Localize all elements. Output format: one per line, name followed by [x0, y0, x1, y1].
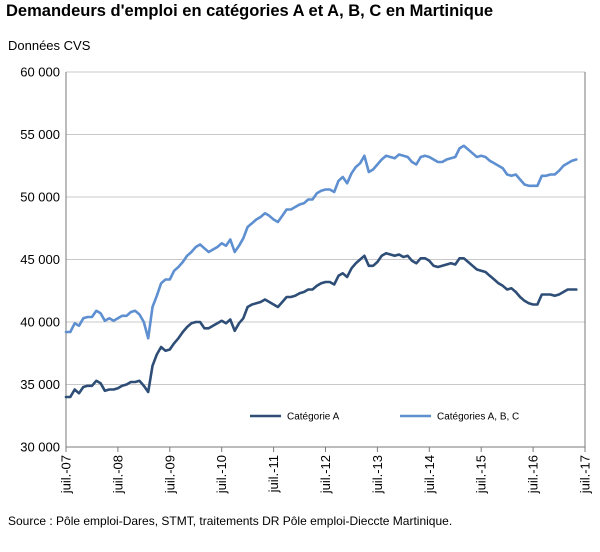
series-line-categorie-a	[64, 251, 578, 399]
x-tick-label: juil.-15	[474, 455, 489, 494]
y-tick-label: 30 000	[20, 440, 60, 455]
x-tick-label: juil.-08	[110, 455, 125, 494]
x-tick-label: juil.-09	[162, 455, 177, 494]
series-line-categories-abc	[64, 144, 578, 340]
y-tick-label: 55 000	[20, 127, 60, 142]
x-tick-label: juil.-07	[59, 455, 74, 494]
legend-label: Catégorie A	[287, 412, 340, 423]
y-tick-label: 60 000	[20, 65, 60, 80]
x-tick-label: juil.-16	[526, 455, 541, 494]
legend-label: Catégories A, B, C	[437, 412, 519, 423]
chart-source: Source : Pôle emploi-Dares, STMT, traite…	[8, 514, 453, 528]
x-tick-label: juil.-10	[214, 455, 229, 494]
chart-title: Demandeurs d'emploi en catégories A et A…	[6, 2, 494, 20]
x-tick-label: juil.-14	[422, 455, 437, 494]
x-tick-label: juil.-13	[370, 455, 385, 494]
x-tick-label: juil.-11	[266, 455, 281, 493]
y-tick-label: 35 000	[20, 377, 60, 392]
y-tick-label: 50 000	[20, 190, 60, 205]
x-tick-label: juil.-12	[318, 455, 333, 494]
x-tick-label: juil.-17	[578, 455, 593, 494]
chart-subtitle: Données CVS	[8, 38, 91, 53]
y-tick-label: 45 000	[20, 252, 60, 267]
y-tick-label: 40 000	[20, 315, 60, 330]
